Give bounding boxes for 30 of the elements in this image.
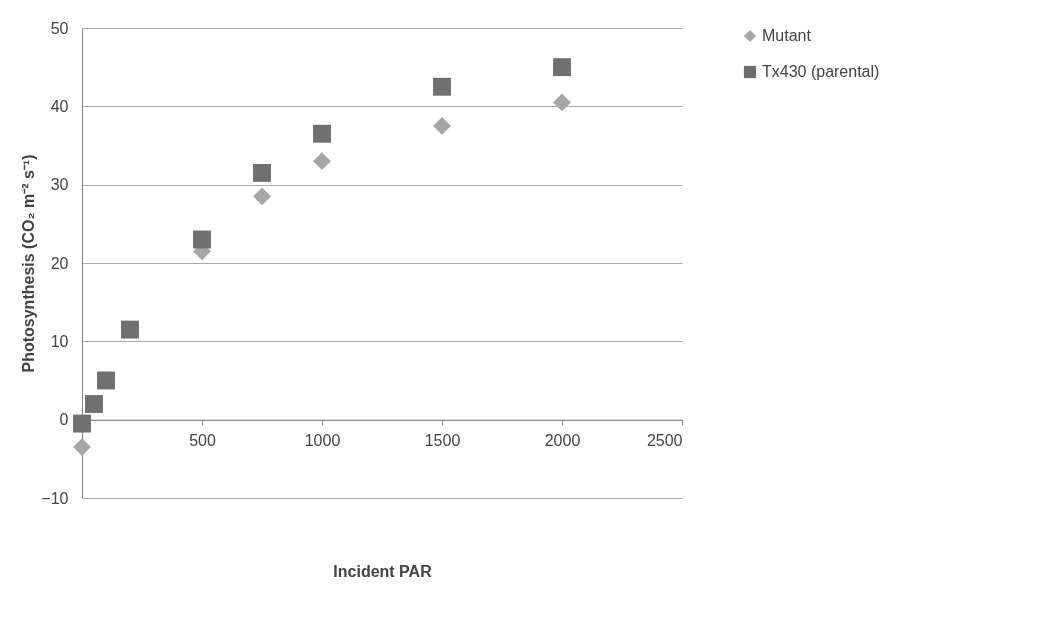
y-tick-label: 40 [50, 97, 69, 115]
point [313, 152, 331, 171]
point [85, 395, 103, 413]
x-axis-title: Incident PAR [333, 562, 433, 580]
point [553, 93, 571, 112]
y-tick-label: 30 [50, 176, 69, 194]
x-tick-label: 2000 [544, 432, 581, 450]
point [313, 124, 331, 143]
x-tick-label: 2500 [646, 432, 683, 450]
point [73, 438, 91, 457]
x-tick-label: 1000 [304, 432, 341, 450]
y-tick-label: 10 [50, 332, 69, 350]
legend-label: Tx430 (parental) [762, 63, 880, 80]
x-tick-label: 1500 [424, 432, 461, 450]
point [433, 77, 451, 96]
point [121, 320, 139, 339]
y-axis-title: Photosynthesis (CO₂ m⁻² s⁻¹) [20, 154, 38, 373]
point [253, 163, 271, 182]
point [73, 414, 91, 433]
y-tick-label: −10 [41, 489, 69, 507]
point [253, 187, 271, 206]
y-tick-label: 0 [59, 411, 69, 429]
point [193, 230, 211, 249]
legend-label: Mutant [762, 27, 812, 44]
y-tick-label: 50 [50, 19, 69, 37]
y-tick-label: 20 [50, 254, 69, 272]
x-tick-label: 500 [189, 432, 216, 450]
point [433, 116, 451, 135]
point [553, 58, 571, 77]
point [97, 371, 115, 390]
